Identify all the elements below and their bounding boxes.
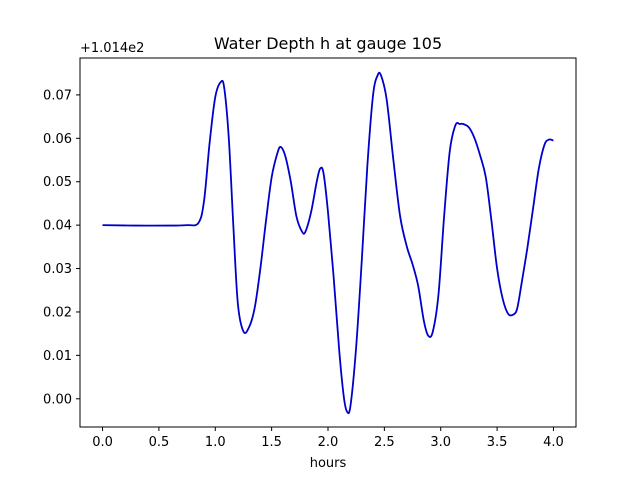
x-tick-label: 1.5 <box>261 435 282 450</box>
y-tick-label: 0.05 <box>43 175 72 190</box>
x-tick-label: 0.5 <box>149 435 170 450</box>
x-tick-label: 0.0 <box>92 435 113 450</box>
x-tick-label: 3.0 <box>430 435 451 450</box>
y-axis: 0.00 0.01 0.02 0.03 0.04 0.05 0.06 0.07 <box>43 88 80 407</box>
x-tick-label: 2.0 <box>318 435 339 450</box>
x-tick-label: 1.0 <box>205 435 226 450</box>
x-axis-label: hours <box>310 456 347 471</box>
y-tick-label: 0.06 <box>43 132 72 147</box>
x-tick-label: 2.5 <box>374 435 395 450</box>
chart-title: Water Depth h at gauge 105 <box>214 34 442 53</box>
y-tick-label: 0.01 <box>43 349 72 364</box>
y-tick-label: 0.04 <box>43 219 72 234</box>
x-axis: 0.0 0.5 1.0 1.5 2.0 2.5 3.0 3.5 4.0 <box>92 427 564 450</box>
y-offset-label: +1.014e2 <box>80 41 144 56</box>
plot-area <box>102 71 554 415</box>
y-tick-label: 0.02 <box>43 305 72 320</box>
y-tick-label: 0.03 <box>43 262 72 277</box>
y-tick-label: 0.00 <box>43 392 72 407</box>
x-tick-label: 3.5 <box>487 435 508 450</box>
y-tick-label: 0.07 <box>43 88 72 103</box>
x-tick-label: 4.0 <box>543 435 564 450</box>
series-line-0 <box>102 71 554 415</box>
